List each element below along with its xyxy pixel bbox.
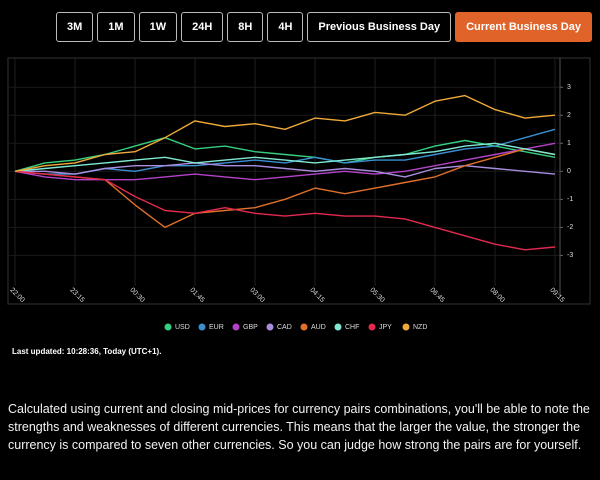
series-line — [14, 128, 556, 175]
legend-label: USD — [175, 324, 190, 331]
x-tick-label: 05:30 — [368, 287, 385, 304]
chart: -3 -2 -1 0 1 2 3 22:00 23:15 00:30 01:45 03:00 04:15… — [7, 57, 591, 331]
x-tick-label: 03:00 — [248, 287, 265, 304]
range-button[interactable]: 8H — [227, 12, 264, 42]
y-tick-label: -2 — [567, 224, 573, 231]
range-button[interactable]: 4H — [267, 12, 304, 42]
x-tick-label: 00:30 — [128, 287, 145, 304]
legend-swatch — [232, 323, 240, 331]
legend-label: CAD — [277, 324, 292, 331]
legend-swatch — [164, 323, 172, 331]
x-tick-label: 01:45 — [188, 287, 205, 304]
x-tick-label: 23:15 — [68, 287, 85, 304]
x-tick-label: 22:00 — [8, 287, 25, 304]
y-tick-label: 1 — [567, 140, 571, 147]
plot-frame — [7, 57, 591, 305]
legend-label: CHF — [345, 324, 359, 331]
y-tick-label: 0 — [567, 168, 571, 175]
legend-label: EUR — [209, 324, 224, 331]
range-button[interactable]: 3M — [56, 12, 94, 42]
y-tick-label: -3 — [567, 252, 573, 259]
y-tick-label: 3 — [567, 84, 571, 91]
range-button[interactable]: 1M — [97, 12, 135, 42]
legend-swatch — [334, 323, 342, 331]
legend-swatch — [368, 323, 376, 331]
range-button[interactable]: Current Business Day — [455, 12, 592, 42]
y-tick-label: 2 — [567, 112, 571, 119]
series-line — [14, 142, 556, 172]
legend-label: NZD — [413, 324, 427, 331]
last-updated: Last updated: 10:28:36, Today (UTC+1). — [12, 347, 162, 356]
legend-label: GBP — [243, 324, 258, 331]
legend-swatch — [300, 323, 308, 331]
legend-swatch — [198, 323, 206, 331]
range-buttons: 3M 1M 1W 24H 8H 4H Previous Business Day Curren… — [56, 12, 592, 42]
y-tick-label: -1 — [567, 196, 573, 203]
legend-label: AUD — [311, 324, 326, 331]
range-button[interactable]: 1W — [138, 12, 178, 42]
series-line — [14, 94, 556, 172]
description: Calculated using current and closing mid… — [8, 402, 590, 452]
legend-swatch — [402, 323, 410, 331]
series-line — [14, 170, 556, 251]
x-tick-label: 06:45 — [428, 287, 445, 304]
legend-swatch — [266, 323, 274, 331]
x-tick-label: 09:15 — [548, 287, 565, 304]
range-button[interactable]: 24H — [181, 12, 224, 42]
series-line — [15, 162, 556, 178]
range-button[interactable]: Previous Business Day — [307, 12, 452, 42]
x-tick-label: 08:00 — [488, 287, 505, 304]
x-tick-label: 04:15 — [308, 287, 325, 304]
legend-label: JPY — [379, 324, 392, 331]
